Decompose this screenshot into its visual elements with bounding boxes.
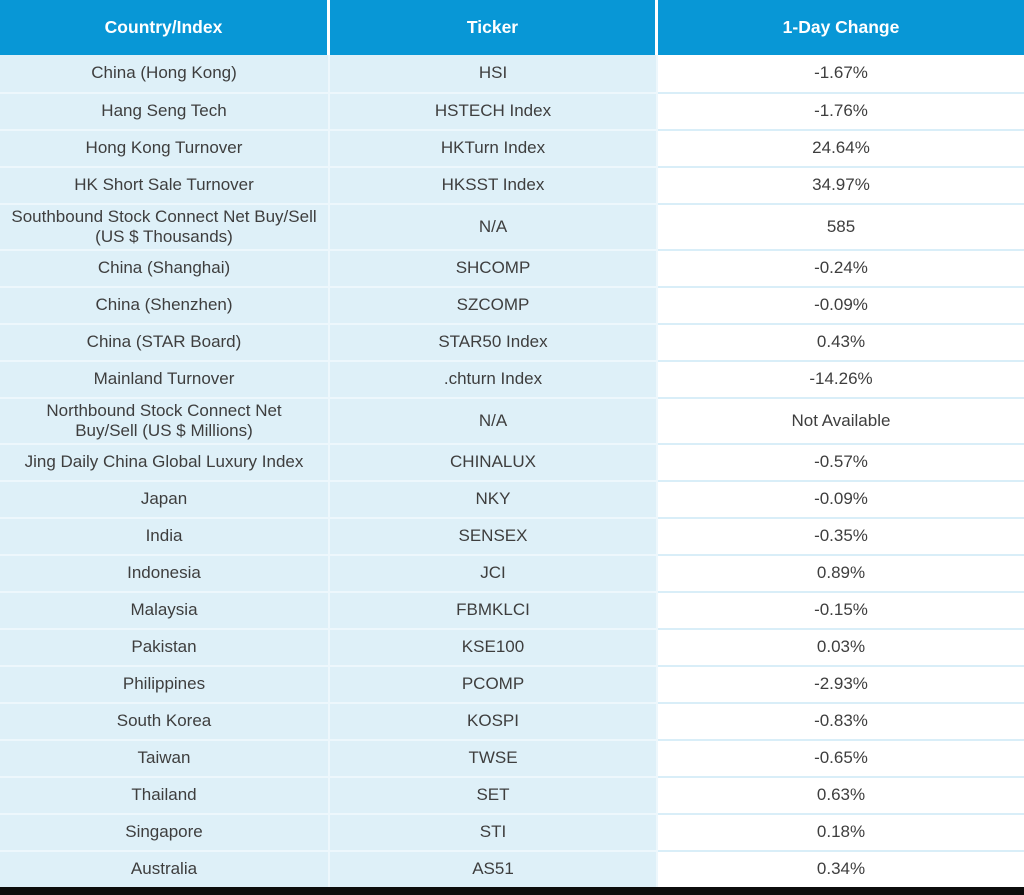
table-row: Hang Seng Tech HSTECH Index -1.76% [0, 92, 1024, 129]
table-row: Mainland Turnover .chturn Index -14.26% [0, 360, 1024, 397]
cell-change: -0.15% [658, 591, 1024, 628]
table-row: China (Shenzhen) SZCOMP -0.09% [0, 286, 1024, 323]
table-row: China (STAR Board) STAR50 Index 0.43% [0, 323, 1024, 360]
cell-change: -1.67% [658, 55, 1024, 92]
cell-country: Jing Daily China Global Luxury Index [0, 443, 330, 480]
table-row: India SENSEX -0.35% [0, 517, 1024, 554]
cell-ticker: SENSEX [330, 517, 658, 554]
cell-change: 585 [658, 203, 1024, 249]
cell-ticker: CHINALUX [330, 443, 658, 480]
table-row: Jing Daily China Global Luxury Index CHI… [0, 443, 1024, 480]
column-header-ticker: Ticker [330, 0, 658, 55]
table-row: China (Hong Kong) HSI -1.67% [0, 55, 1024, 92]
cell-country: Taiwan [0, 739, 330, 776]
cell-ticker: PCOMP [330, 665, 658, 702]
cell-change: 0.63% [658, 776, 1024, 813]
cell-ticker: JCI [330, 554, 658, 591]
table-row: Northbound Stock Connect Net Buy/Sell (U… [0, 397, 1024, 443]
column-header-1-day-change: 1-Day Change [782, 17, 900, 37]
cell-country: Indonesia [0, 554, 330, 591]
cell-change: -1.76% [658, 92, 1024, 129]
cell-change: -0.83% [658, 702, 1024, 739]
cell-country: Pakistan [0, 628, 330, 665]
cell-country: Hong Kong Turnover [0, 129, 330, 166]
table-row: Hong Kong Turnover HKTurn Index 24.64% [0, 129, 1024, 166]
cell-ticker: SET [330, 776, 658, 813]
cell-country: Mainland Turnover [0, 360, 330, 397]
header-row: Country/Index Ticker 1-Day Change [0, 0, 1024, 55]
cell-country: China (STAR Board) [0, 323, 330, 360]
cell-change: Not Available [658, 397, 1024, 443]
cell-ticker: TWSE [330, 739, 658, 776]
cell-ticker: N/A [330, 203, 658, 249]
cell-change: 0.03% [658, 628, 1024, 665]
cell-change: 0.43% [658, 323, 1024, 360]
cell-ticker: FBMKLCI [330, 591, 658, 628]
cell-ticker: NKY [330, 480, 658, 517]
cell-country: Malaysia [0, 591, 330, 628]
cell-country: China (Shenzhen) [0, 286, 330, 323]
cell-country: Singapore [0, 813, 330, 850]
cell-country: Northbound Stock Connect Net Buy/Sell (U… [0, 397, 330, 443]
table-row: Philippines PCOMP -2.93% [0, 665, 1024, 702]
table-row: China (Shanghai) SHCOMP -0.24% [0, 249, 1024, 286]
cell-change: -0.09% [658, 480, 1024, 517]
cell-change: -0.35% [658, 517, 1024, 554]
cell-ticker: STI [330, 813, 658, 850]
bottom-border-bar [0, 887, 1024, 895]
cell-ticker: SHCOMP [330, 249, 658, 286]
cell-change: 34.97% [658, 166, 1024, 203]
cell-country: Japan [0, 480, 330, 517]
cell-ticker: SZCOMP [330, 286, 658, 323]
cell-ticker: KSE100 [330, 628, 658, 665]
cell-ticker: HSTECH Index [330, 92, 658, 129]
table-row: Pakistan KSE100 0.03% [0, 628, 1024, 665]
cell-country: Thailand [0, 776, 330, 813]
cell-country: China (Hong Kong) [0, 55, 330, 92]
table-row: Indonesia JCI 0.89% [0, 554, 1024, 591]
cell-country: Hang Seng Tech [0, 92, 330, 129]
table-row: South Korea KOSPI -0.83% [0, 702, 1024, 739]
cell-country: HK Short Sale Turnover [0, 166, 330, 203]
cell-ticker: AS51 [330, 850, 658, 887]
cell-ticker: HKTurn Index [330, 129, 658, 166]
cell-change: -0.57% [658, 443, 1024, 480]
column-header-country-index: Country/Index [0, 0, 330, 55]
cell-ticker: HSI [330, 55, 658, 92]
cell-country: India [0, 517, 330, 554]
cell-country: Southbound Stock Connect Net Buy/Sell (U… [0, 203, 330, 249]
table-row: Australia AS51 0.34% [0, 850, 1024, 887]
cell-ticker: HKSST Index [330, 166, 658, 203]
cell-country: Australia [0, 850, 330, 887]
cell-ticker: N/A [330, 397, 658, 443]
cell-change: -14.26% [658, 360, 1024, 397]
cell-ticker: KOSPI [330, 702, 658, 739]
cell-change: -0.24% [658, 249, 1024, 286]
cell-country: Philippines [0, 665, 330, 702]
cell-ticker: STAR50 Index [330, 323, 658, 360]
table-row: Japan NKY -0.09% [0, 480, 1024, 517]
table-row: Singapore STI 0.18% [0, 813, 1024, 850]
table-row: Thailand SET 0.63% [0, 776, 1024, 813]
cell-change: 24.64% [658, 129, 1024, 166]
cell-change: 0.89% [658, 554, 1024, 591]
cell-country: South Korea [0, 702, 330, 739]
cell-ticker: .chturn Index [330, 360, 658, 397]
cell-change: -0.09% [658, 286, 1024, 323]
cell-country: China (Shanghai) [0, 249, 330, 286]
cell-change: -2.93% [658, 665, 1024, 702]
cell-change: -0.65% [658, 739, 1024, 776]
cell-change: 0.34% [658, 850, 1024, 887]
table-row: Southbound Stock Connect Net Buy/Sell (U… [0, 203, 1024, 249]
table-row: HK Short Sale Turnover HKSST Index 34.97… [0, 166, 1024, 203]
table-row: Malaysia FBMKLCI -0.15% [0, 591, 1024, 628]
table-row: Taiwan TWSE -0.65% [0, 739, 1024, 776]
cell-change: 0.18% [658, 813, 1024, 850]
